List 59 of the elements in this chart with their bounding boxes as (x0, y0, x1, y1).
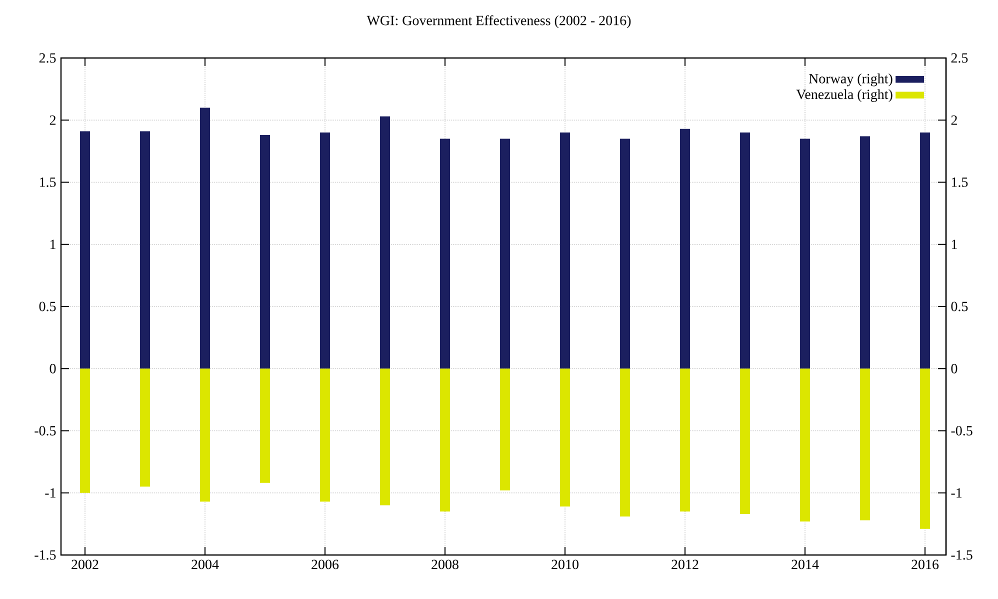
bar (440, 368, 450, 512)
bar (80, 368, 90, 493)
bar (380, 368, 390, 506)
bar (500, 138, 510, 369)
bar (140, 368, 150, 487)
y2-tick-label: -0.5 (951, 426, 972, 436)
bar (620, 138, 630, 369)
y-tick-label: 2.5 (39, 53, 56, 63)
y2-tick-label: 1 (952, 240, 957, 249)
y2-tick-label: 0 (951, 364, 958, 374)
y-tick-label: 1 (50, 240, 56, 249)
y-tick-label: 1.5 (40, 178, 56, 187)
bar (680, 368, 690, 512)
y2-tick-label: 0.5 (951, 302, 968, 312)
bar (440, 138, 450, 369)
bar (740, 132, 750, 369)
x-tick-label: 2010 (552, 560, 578, 570)
bar (140, 131, 150, 369)
bar (200, 368, 210, 502)
bar (920, 368, 930, 529)
chart-title: WGI: Government Effectiveness (2002 - 2016) (366, 15, 631, 28)
x-tick-label: 2008 (432, 560, 458, 570)
y2-tick-label: -1 (951, 488, 962, 498)
bar (200, 108, 210, 369)
x-tick-label: 2016 (912, 560, 939, 570)
bar (800, 368, 810, 522)
legend-label: Norway (right) (808, 74, 892, 86)
bar (860, 136, 870, 369)
bar (260, 135, 270, 369)
bar (860, 368, 870, 520)
x-tick-label: 2002 (72, 560, 98, 570)
bar (620, 368, 630, 516)
y-tick-label: 2 (50, 115, 56, 125)
x-tick-label: 2012 (672, 560, 698, 570)
y-tick-label: -1 (45, 488, 56, 498)
y-tick-label: -1.5 (34, 550, 56, 560)
y2-tick-label: -1.5 (951, 550, 972, 560)
bar (260, 368, 270, 483)
bar (740, 368, 750, 514)
bar (500, 368, 510, 490)
bar (800, 138, 810, 369)
bar (680, 128, 690, 369)
x-tick-label: 2006 (312, 560, 339, 570)
bar (320, 132, 330, 369)
bar (560, 368, 570, 507)
y-tick-label: 0 (50, 364, 56, 374)
x-tick-label: 2004 (192, 560, 219, 570)
y2-tick-label: 1.5 (952, 178, 968, 187)
x-tick-label: 2014 (792, 560, 819, 570)
y-tick-label: 0.5 (39, 302, 56, 312)
bar (380, 116, 390, 369)
y2-tick-label: 2 (951, 115, 957, 125)
bar (920, 132, 930, 369)
y-tick-label: -0.5 (34, 426, 56, 436)
bar (80, 131, 90, 369)
bar (320, 368, 330, 502)
legend-label: Venezuela (right) (796, 89, 892, 102)
y2-tick-label: 2.5 (951, 53, 968, 63)
bar (560, 132, 570, 369)
